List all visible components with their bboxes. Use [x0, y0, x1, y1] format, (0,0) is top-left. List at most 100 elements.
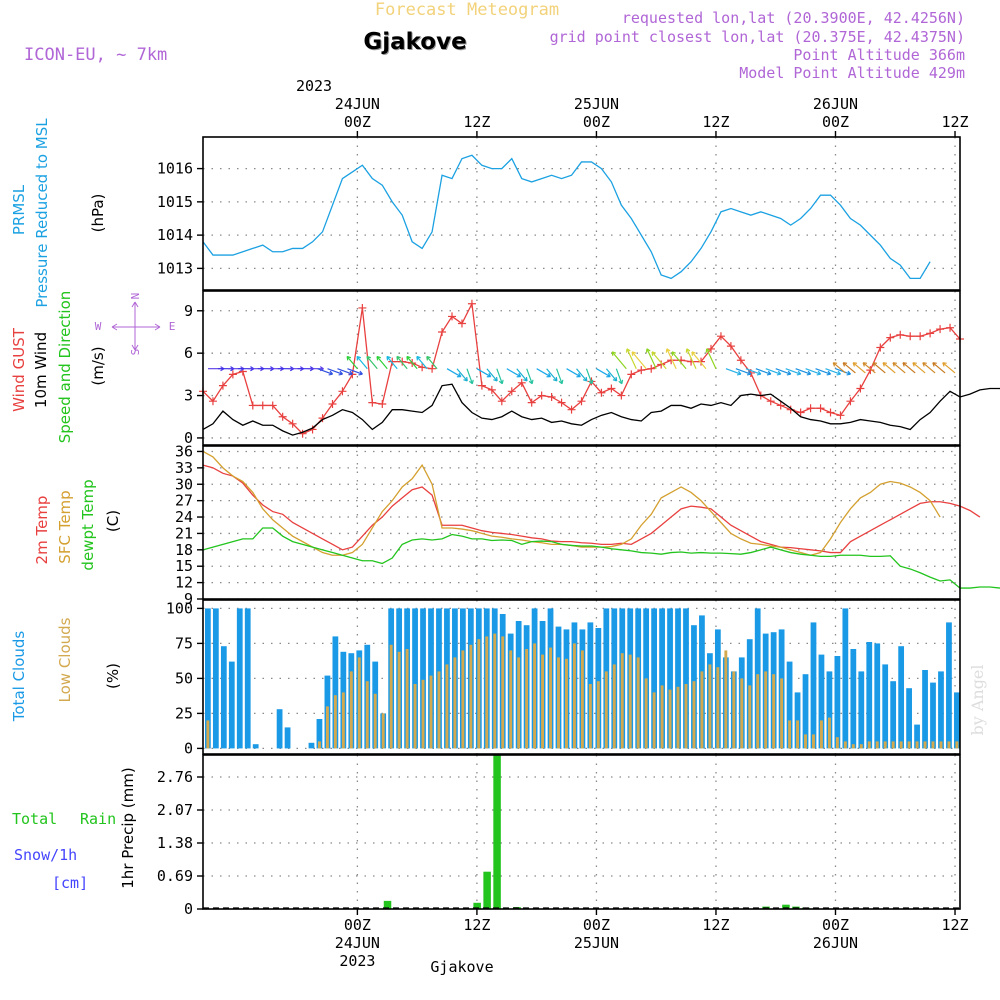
- wind-arrow: [805, 368, 822, 376]
- low-cloud-bar: [493, 633, 497, 749]
- low-cloud-bar: [947, 741, 951, 749]
- gust-marker: [208, 397, 217, 406]
- low-cloud-bar: [692, 681, 696, 749]
- temperature-labels: 2m Temp SFC Temp dewpt Temp (C): [33, 479, 122, 570]
- low-cloud-bar: [325, 706, 329, 749]
- gust-marker: [228, 370, 237, 379]
- gust-marker: [398, 357, 407, 366]
- wind-labels: Wind GUST 10m Wind Speed and Direction (…: [10, 291, 175, 444]
- wind-arrow: [396, 355, 408, 370]
- total-cloud-bar: [906, 688, 912, 749]
- gust-marker: [517, 378, 526, 387]
- wind-arrow: [665, 348, 677, 369]
- total-cloud-bar: [874, 643, 881, 749]
- gust-marker: [527, 398, 536, 407]
- bottom-hour-label: 12Z: [941, 916, 968, 934]
- low-cloud-bar: [341, 692, 345, 749]
- wind-ytick-label: 0: [184, 429, 193, 447]
- wind-line-10m-wind: [202, 383, 1000, 436]
- credit-watermark: by Angel: [968, 664, 987, 735]
- clouds-label-low: Low Clouds: [56, 617, 74, 702]
- temperature-ytick-label: 33: [175, 459, 193, 477]
- compass-w: W: [95, 320, 102, 333]
- temp-label-sfc: SFC Temp: [56, 490, 74, 563]
- temp-unit: (C): [104, 510, 122, 532]
- clouds-labels: Total Clouds Low Clouds (%): [10, 617, 122, 722]
- low-cloud-bar: [788, 720, 792, 749]
- wind-arrow: [651, 351, 667, 370]
- bottom-year-label: 2023: [339, 952, 375, 970]
- pressure-panel: 1013 1014 1015 1016: [157, 136, 961, 291]
- gust-marker: [448, 312, 457, 321]
- gust-marker: [328, 400, 337, 409]
- top-hour-label: 12Z: [941, 113, 968, 131]
- wind-arrow: [456, 368, 468, 382]
- low-cloud-bar: [708, 664, 712, 749]
- low-cloud-bar: [772, 674, 776, 749]
- gust-marker: [457, 319, 466, 328]
- total-cloud-bar: [212, 608, 219, 749]
- total-cloud-bar: [858, 671, 865, 749]
- total-cloud-bar: [220, 646, 227, 749]
- wind-arrow: [611, 351, 627, 370]
- low-cloud-bar: [461, 650, 465, 749]
- low-cloud-bar: [349, 671, 353, 749]
- wind-arrow: [755, 368, 772, 376]
- precip-axis-label: 1hr Precip (mm): [119, 767, 137, 888]
- low-cloud-bar: [421, 679, 425, 749]
- gust-marker: [288, 419, 297, 428]
- wind-arrow: [347, 368, 363, 376]
- low-cloud-bar: [652, 692, 656, 749]
- low-cloud-bar: [206, 720, 210, 749]
- low-cloud-bar: [923, 741, 927, 749]
- low-cloud-bar: [477, 639, 481, 749]
- wind-ytick-label: 6: [184, 344, 193, 362]
- low-cloud-bar: [835, 737, 839, 749]
- wind-arrow: [922, 362, 936, 374]
- bottom-date-label: 24JUN: [335, 934, 380, 952]
- wind-arrow: [691, 351, 707, 370]
- wind-arrow: [785, 368, 802, 376]
- location-title: Gjakove: [363, 29, 466, 55]
- rain-bar: [483, 871, 491, 909]
- wind-arrow: [566, 368, 581, 378]
- pressure-ytick-label: 1013: [157, 259, 193, 277]
- low-cloud-bar: [501, 636, 505, 749]
- wind-frame: [202, 290, 961, 446]
- wind-arrow: [516, 368, 528, 382]
- total-cloud-bar: [834, 656, 841, 749]
- low-cloud-bar: [764, 671, 768, 749]
- bottom-hour-label: 00Z: [583, 916, 610, 934]
- pressure-ytick-label: 1016: [157, 160, 193, 178]
- pressure-unit: (hPa): [89, 194, 107, 233]
- wind-unit: (m/s): [89, 346, 107, 385]
- low-cloud-bar: [588, 684, 592, 749]
- low-cloud-bar: [851, 744, 855, 749]
- precipitation-ytick-label: 2.07: [157, 801, 193, 819]
- wind-arrow: [596, 368, 611, 378]
- top-year-label: 2023: [296, 77, 332, 95]
- clouds-panel: 0 25 50 75 100: [166, 599, 961, 757]
- gust-marker: [896, 330, 905, 339]
- low-cloud-bar: [437, 671, 441, 749]
- clouds-label-total: Total Clouds: [10, 631, 28, 723]
- pressure-ytick-label: 1015: [157, 193, 193, 211]
- wind-arrow: [902, 362, 916, 374]
- low-cloud-bar: [453, 657, 457, 749]
- model-altitude: Model Point Altitude 429m: [739, 64, 965, 82]
- low-cloud-bar: [820, 720, 823, 749]
- wind-arrow: [327, 368, 344, 376]
- gust-marker: [487, 385, 496, 394]
- total-cloud-bar: [786, 661, 793, 749]
- gust-marker: [637, 366, 646, 375]
- gust-marker: [916, 332, 925, 341]
- precipitation-ytick-label: 2.76: [157, 768, 193, 786]
- wind-arrow: [376, 355, 388, 370]
- wind-arrow: [631, 351, 647, 370]
- gust-marker: [816, 404, 825, 413]
- gust-marker: [617, 391, 626, 400]
- wind-panel: 0 3 6 9: [184, 290, 1000, 447]
- precip-label-rain: Rain: [80, 810, 116, 828]
- gust-marker: [547, 392, 556, 401]
